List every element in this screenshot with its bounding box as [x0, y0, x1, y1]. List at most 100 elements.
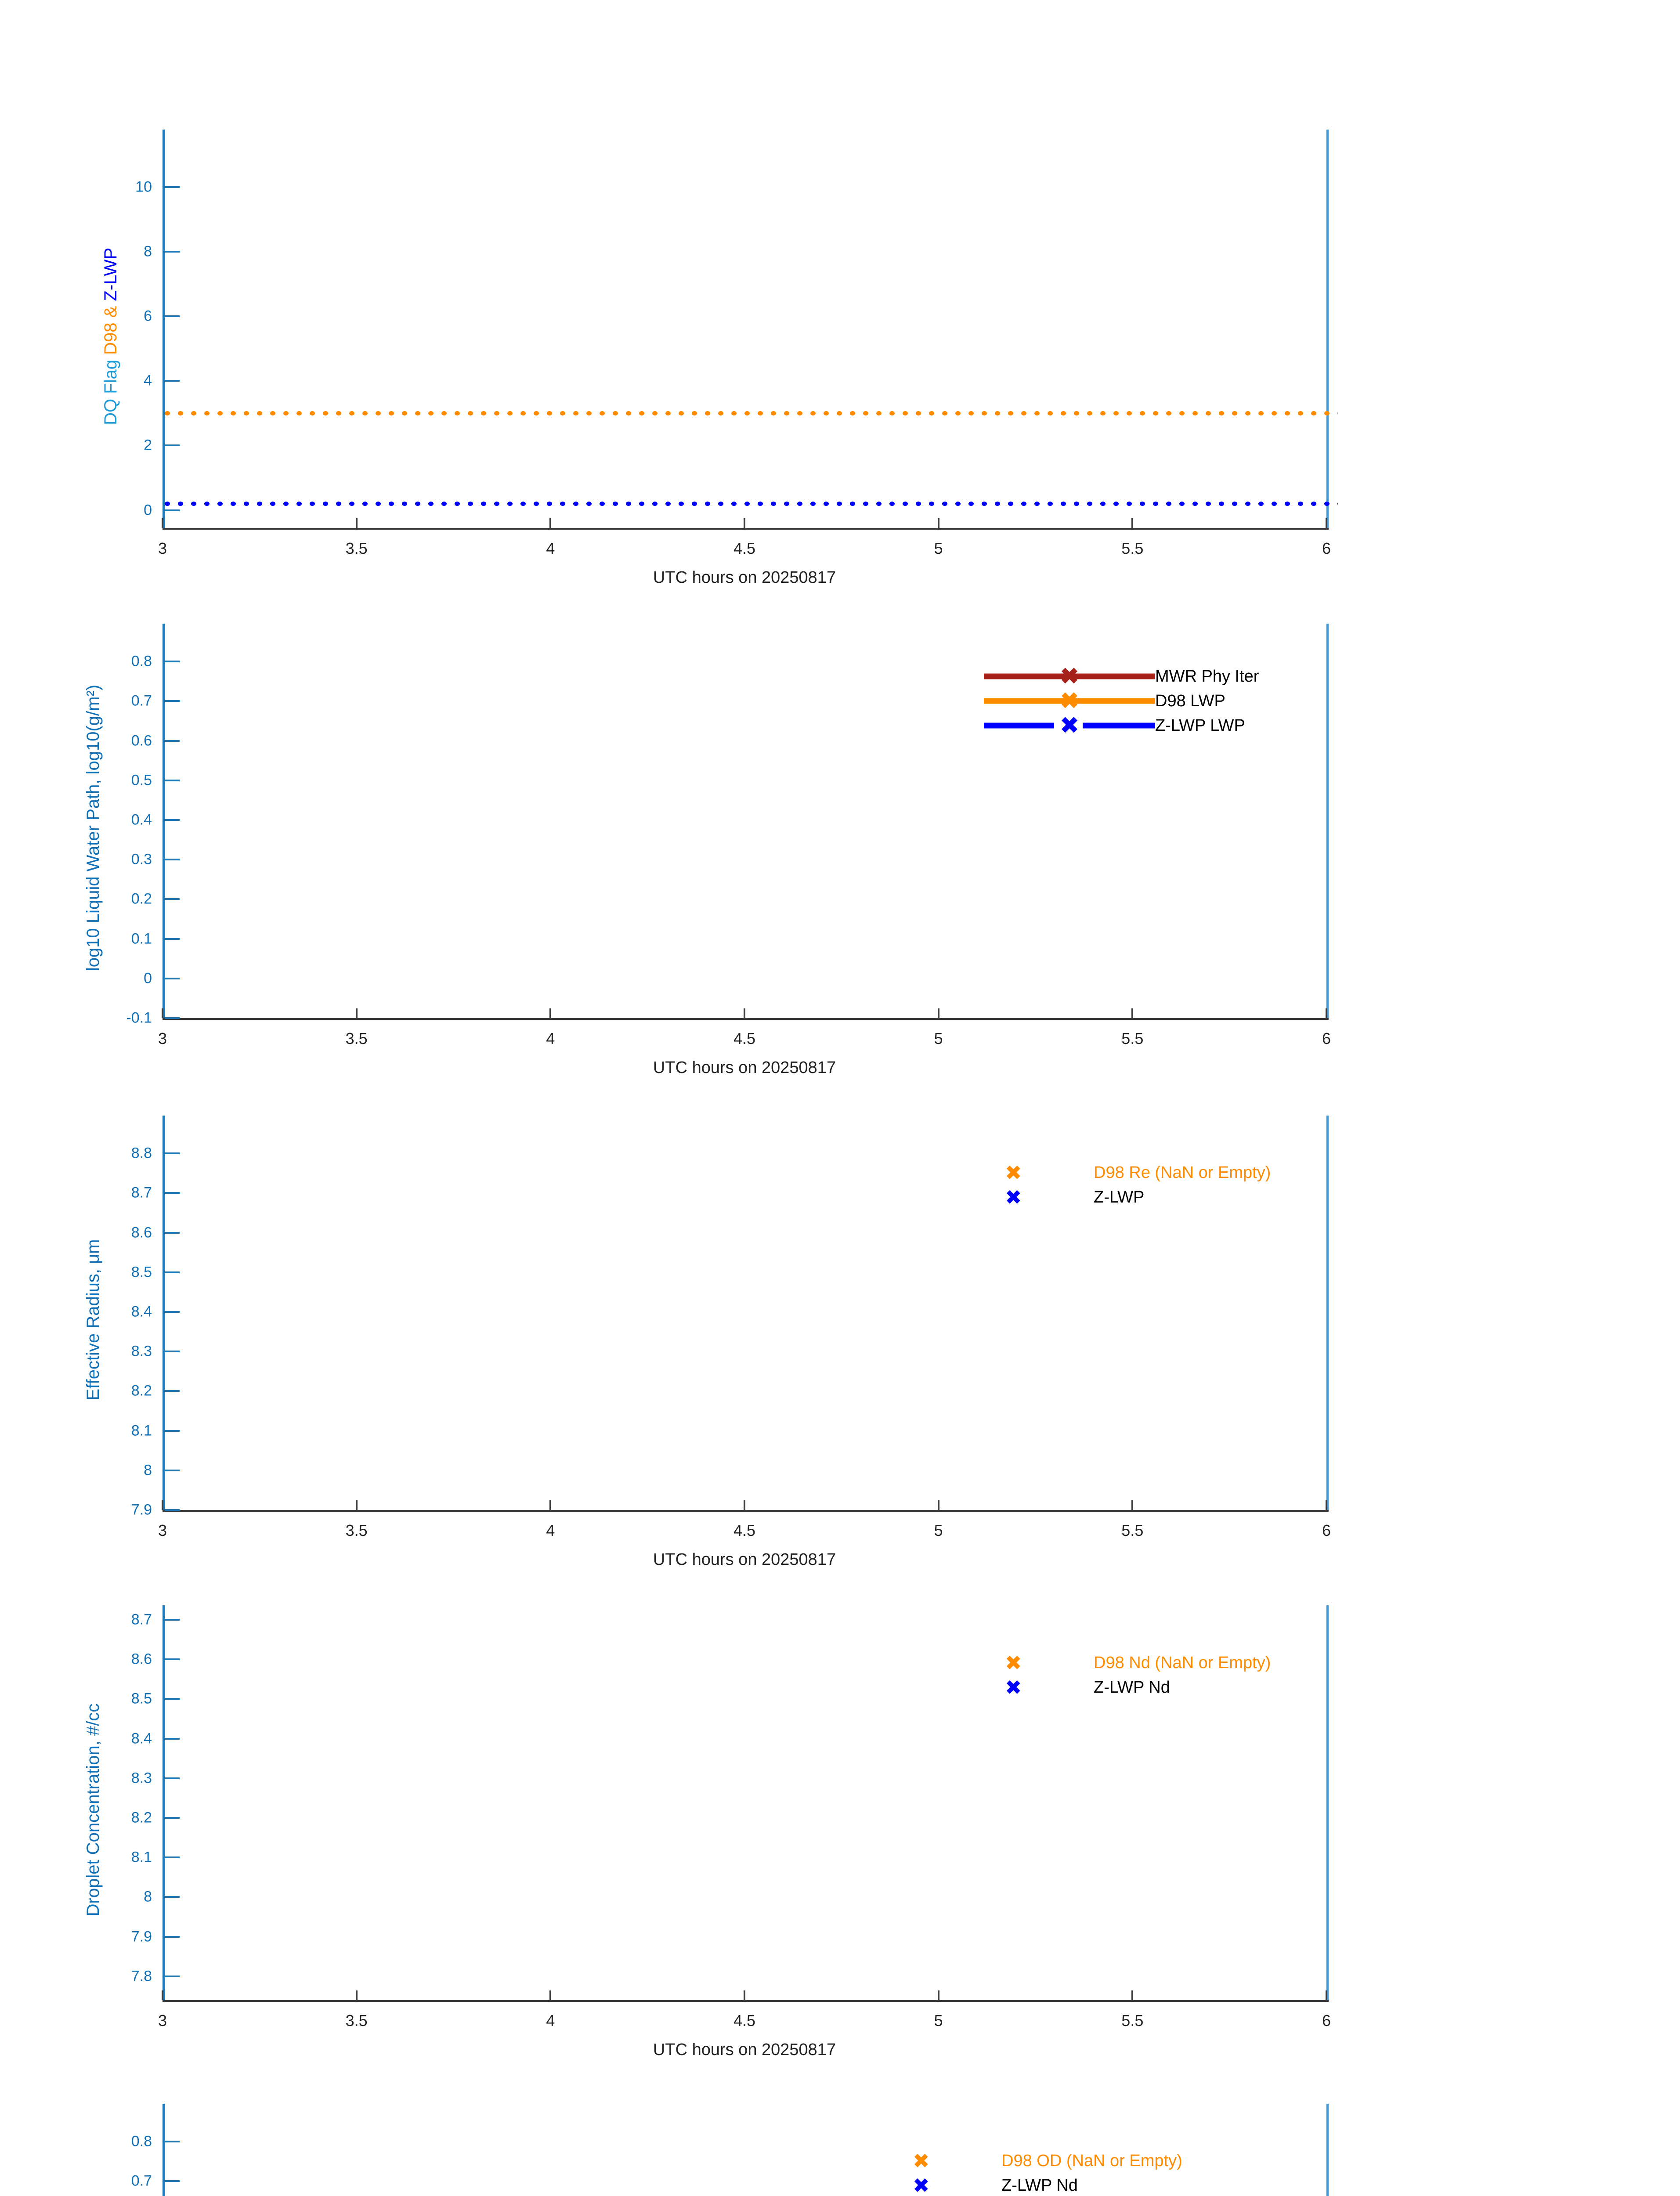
legend-item-label: D98 LWP [1155, 691, 1225, 710]
y-axis-spine [163, 624, 165, 1020]
x-tick-label: 5.5 [1121, 1029, 1144, 1047]
legend-item[interactable]: ✖ D98 Nd (NaN or Empty) [988, 1651, 1271, 1675]
y-tick-label: 0.1 [131, 930, 152, 947]
x-tick-mark [162, 1990, 163, 2000]
y-tick-label: 7.8 [131, 1968, 152, 1985]
x-tick-mark [1131, 1990, 1134, 2000]
x-tick-mark [162, 1008, 163, 1018]
y-tick-label: 0.7 [131, 2172, 152, 2189]
x-tick-mark [355, 1008, 358, 1018]
legend-item[interactable]: ✖ MWR Phy Iter [984, 664, 1259, 689]
y-tick-mark [165, 1311, 180, 1313]
legend-x-marker-icon: ✖ [1005, 1161, 1022, 1185]
legend-item[interactable]: ✖ Z-LWP [988, 1185, 1271, 1210]
x-tick-label: 6 [1322, 2012, 1331, 2030]
x-axis-title: UTC hours on 20250817 [653, 568, 836, 587]
data-series-z-lwp-dq-flag [163, 501, 1338, 506]
legend-effective-radius: ✖ D98 Re (NaN or Empty) ✖ Z-LWP [988, 1160, 1271, 1210]
x-tick-mark [549, 1990, 552, 2000]
x-tick-label: 3.5 [345, 2012, 368, 2030]
y-tick-label: 7.9 [131, 1501, 152, 1518]
x-tick-label: 5 [934, 539, 943, 557]
y-tick-label: 0 [144, 502, 152, 519]
legend-marker-swatch: ✖ [988, 1185, 1094, 1210]
x-tick-label: 5 [934, 1029, 943, 1047]
x-tick-label: 4.5 [733, 1521, 756, 1539]
legend-item-label: Z-LWP Nd [1001, 2176, 1078, 2195]
y-tick-label: 0.4 [131, 811, 152, 828]
legend-item[interactable]: ✖ Z-LWP Nd [988, 1675, 1271, 1700]
y-axis-spine [163, 1116, 165, 1512]
y-tick-mark [165, 1619, 180, 1621]
legend-item[interactable]: ✖ Z-LWP Nd [896, 2173, 1182, 2196]
x-tick-mark [162, 1500, 163, 1510]
legend-solid-line [984, 698, 1155, 704]
y-tick-mark [165, 315, 180, 317]
y-tick-mark [165, 1777, 180, 1779]
legend-lwp: ✖ MWR Phy Iter ✖ D98 LWP ✖ Z-LWP LWP [984, 664, 1259, 738]
y-tick-label: 8.2 [131, 1809, 152, 1826]
y-tick-label: 8.6 [131, 1224, 152, 1241]
y-tick-label: 8.1 [131, 1422, 152, 1439]
x-tick-mark [549, 1008, 552, 1018]
y-tick-label: 8.4 [131, 1303, 152, 1320]
y-tick-label: 0.8 [131, 2133, 152, 2150]
y-tick-mark [165, 444, 180, 447]
x-tick-label: 6 [1322, 1521, 1331, 1539]
legend-item[interactable]: ✖ D98 LWP [984, 689, 1259, 713]
legend-item-label: Z-LWP LWP [1155, 716, 1245, 735]
legend-item-label: MWR Phy Iter [1155, 667, 1259, 686]
x-tick-label: 3 [158, 1521, 167, 1539]
y-tick-mark [165, 1856, 180, 1859]
legend-item-label: D98 OD (NaN or Empty) [1001, 2151, 1182, 2170]
y-tick-label: 0 [144, 970, 152, 987]
x-tick-mark [355, 1500, 358, 1510]
y-tick-mark [165, 1232, 180, 1234]
y-tick-label: 8.7 [131, 1611, 152, 1628]
x-tick-label: 4 [546, 1029, 555, 1047]
y-tick-label: 0.2 [131, 890, 152, 907]
y-tick-mark [165, 1390, 180, 1392]
legend-item[interactable]: ✖ Z-LWP LWP [984, 713, 1259, 738]
y-tick-mark [165, 1152, 180, 1155]
y-axis-spine [163, 2104, 165, 2196]
y-tick-label: 8.4 [131, 1730, 152, 1747]
y-tick-label: 10 [135, 178, 152, 195]
x-axis-spine [163, 1018, 1329, 1020]
data-series-d98-dq-flag [163, 411, 1338, 416]
x-tick-label: 4 [546, 539, 555, 557]
x-tick-label: 4.5 [733, 539, 756, 557]
x-tick-label: 5 [934, 1521, 943, 1539]
x-tick-label: 5.5 [1121, 1521, 1144, 1539]
y-tick-label: 8 [144, 1462, 152, 1479]
y-tick-label: 8.3 [131, 1770, 152, 1787]
x-tick-mark [549, 1500, 552, 1510]
x-tick-mark [355, 518, 358, 528]
legend-x-marker-icon: ✖ [1059, 687, 1080, 715]
x-tick-label: 4.5 [733, 2012, 756, 2030]
y-tick-mark [165, 186, 180, 188]
x-tick-label: 3.5 [345, 1029, 368, 1047]
x-axis-title: UTC hours on 20250817 [653, 2041, 836, 2059]
x-tick-label: 6 [1322, 1029, 1331, 1047]
y-tick-label: 0.8 [131, 653, 152, 670]
legend-dashed-line [984, 722, 1155, 729]
x-tick-mark [1326, 1990, 1327, 2000]
right-axis-spine [1326, 1605, 1329, 2002]
right-axis-spine [1326, 624, 1329, 1020]
x-tick-label: 3 [158, 539, 167, 557]
x-tick-mark [355, 1990, 358, 2000]
legend-item[interactable]: ✖ D98 OD (NaN or Empty) [896, 2149, 1182, 2173]
legend-item-label: Z-LWP [1094, 1188, 1145, 1206]
legend-line-swatch: ✖ [984, 689, 1155, 713]
x-axis-spine [163, 2000, 1329, 2002]
legend-item[interactable]: ✖ D98 Re (NaN or Empty) [988, 1160, 1271, 1185]
x-tick-mark [744, 1990, 745, 2000]
x-tick-mark [744, 1008, 745, 1018]
y-tick-label: 6 [144, 307, 152, 325]
x-axis-title: UTC hours on 20250817 [653, 1550, 836, 1569]
